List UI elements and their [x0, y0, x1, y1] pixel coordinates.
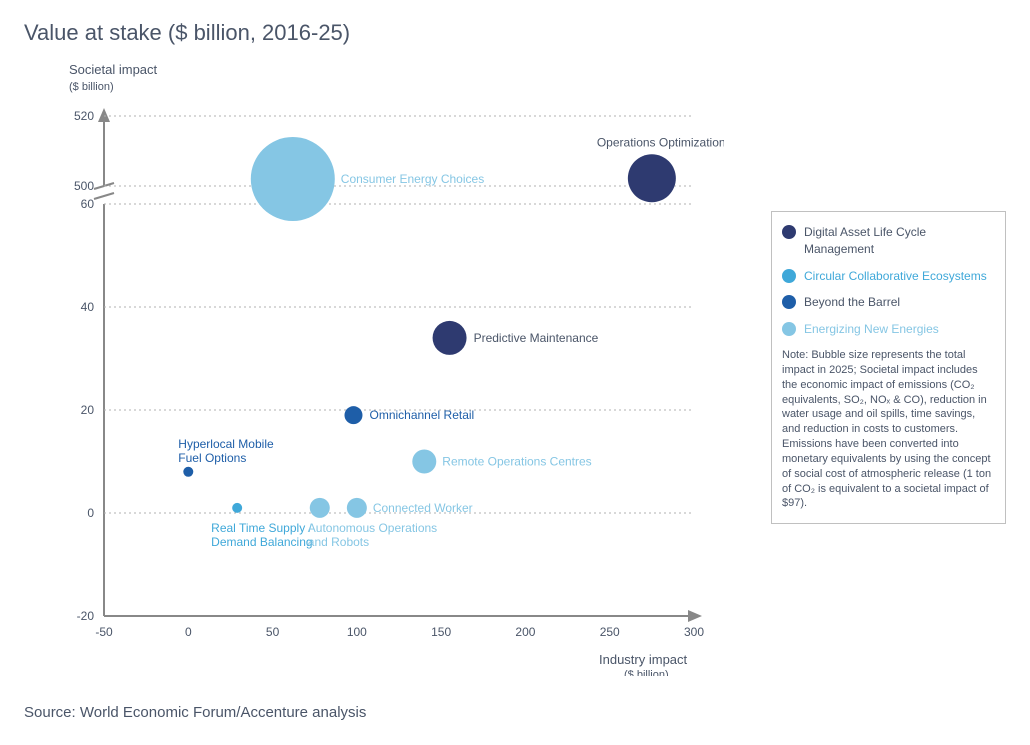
bubble-label: Fuel Options	[178, 451, 246, 465]
chart-title: Value at stake ($ billion, 2016-25)	[24, 20, 1006, 46]
legend-dot-icon	[782, 322, 796, 336]
svg-text:($ billion): ($ billion)	[69, 81, 114, 93]
svg-text:-50: -50	[95, 625, 113, 639]
legend-dot-icon	[782, 269, 796, 283]
legend-item: Circular Collaborative Ecosystems	[782, 268, 995, 285]
svg-text:150: 150	[431, 625, 451, 639]
bubble	[232, 503, 242, 513]
legend-note: Note: Bubble size represents the total i…	[782, 348, 995, 511]
svg-text:Societal impact: Societal impact	[69, 62, 158, 77]
bubble	[310, 498, 330, 518]
legend-box: Digital Asset Life Cycle Management Circu…	[771, 211, 1006, 524]
svg-text:($ billion): ($ billion)	[624, 669, 669, 676]
bubble	[183, 467, 193, 477]
svg-text:200: 200	[515, 625, 535, 639]
svg-text:250: 250	[600, 625, 620, 639]
chart-area: Societal impact ($ billion) Industry impac…	[24, 56, 1006, 676]
plot-container: Societal impact ($ billion) Industry impac…	[24, 56, 724, 676]
bubble	[344, 406, 362, 424]
legend-label: Energizing New Energies	[804, 321, 939, 338]
source-text: Source: World Economic Forum/Accenture a…	[24, 704, 1006, 721]
legend-item: Digital Asset Life Cycle Management	[782, 224, 995, 258]
svg-text:520: 520	[74, 109, 94, 123]
bubble-label: Real Time Supply /	[211, 521, 312, 535]
bubble	[251, 137, 335, 221]
legend-item: Beyond the Barrel	[782, 294, 995, 311]
bubble	[628, 154, 676, 202]
svg-text:0: 0	[87, 506, 94, 520]
bubble	[412, 450, 436, 474]
bubble-chart-svg: Societal impact ($ billion) Industry impac…	[24, 56, 724, 676]
legend-item: Energizing New Energies	[782, 321, 995, 338]
bubble-label: Consumer Energy Choices	[341, 172, 484, 186]
legend-items: Digital Asset Life Cycle Management Circu…	[782, 224, 995, 338]
legend-dot-icon	[782, 225, 796, 239]
bubble-label: Operations Optimization	[597, 135, 724, 149]
svg-text:0: 0	[185, 625, 192, 639]
bubble	[433, 321, 467, 355]
bubble-label: and Robots	[308, 535, 369, 549]
bubble-label: Omnichannel Retail	[369, 408, 474, 422]
legend-label: Circular Collaborative Ecosystems	[804, 268, 987, 285]
bubble-label: Demand Balancing	[211, 535, 312, 549]
svg-text:60: 60	[81, 197, 95, 211]
svg-text:500: 500	[74, 179, 94, 193]
bubble-label: Hyperlocal Mobile	[178, 437, 274, 451]
bubble-label: Autonomous Operations	[308, 521, 437, 535]
bubble	[347, 498, 367, 518]
svg-text:50: 50	[266, 625, 280, 639]
bubble-label: Connected Worker	[373, 501, 473, 515]
legend-dot-icon	[782, 295, 796, 309]
svg-text:20: 20	[81, 403, 95, 417]
svg-text:100: 100	[347, 625, 367, 639]
bubble-label: Remote Operations Centres	[442, 455, 591, 469]
bubble-label: Predictive Maintenance	[474, 331, 599, 345]
svg-text:40: 40	[81, 300, 95, 314]
legend-label: Digital Asset Life Cycle Management	[804, 224, 995, 258]
legend-label: Beyond the Barrel	[804, 294, 900, 311]
svg-text:Industry impact: Industry impact	[599, 652, 688, 667]
svg-text:-20: -20	[77, 609, 95, 623]
svg-text:300: 300	[684, 625, 704, 639]
